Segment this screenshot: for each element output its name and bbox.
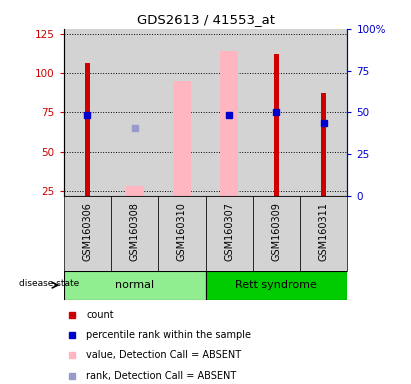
Text: GSM160311: GSM160311 [319,202,329,261]
Text: count: count [86,310,114,320]
FancyBboxPatch shape [206,271,347,300]
Bar [126,186,143,196]
Text: normal: normal [115,280,154,290]
Text: GSM160309: GSM160309 [271,202,282,261]
FancyBboxPatch shape [64,196,111,271]
Bar [64,29,111,196]
Bar [85,63,90,196]
FancyBboxPatch shape [206,196,253,271]
FancyBboxPatch shape [300,196,347,271]
FancyBboxPatch shape [64,271,206,300]
Bar [111,29,158,196]
Bar [158,29,206,196]
Text: percentile rank within the sample: percentile rank within the sample [86,330,252,340]
Text: GSM160306: GSM160306 [82,202,92,261]
Bar [206,29,253,196]
Bar [220,51,238,196]
FancyBboxPatch shape [158,196,206,271]
FancyBboxPatch shape [111,196,158,271]
Bar [253,29,300,196]
Bar [300,29,347,196]
Text: Rett syndrome: Rett syndrome [236,280,317,290]
Text: rank, Detection Call = ABSENT: rank, Detection Call = ABSENT [86,371,237,381]
FancyBboxPatch shape [253,196,300,271]
Text: value, Detection Call = ABSENT: value, Detection Call = ABSENT [86,350,242,360]
Text: GSM160308: GSM160308 [129,202,140,261]
Text: GSM160310: GSM160310 [177,202,187,261]
Title: GDS2613 / 41553_at: GDS2613 / 41553_at [136,13,275,26]
Bar [173,81,191,196]
Text: GSM160307: GSM160307 [224,202,234,261]
Text: disease state: disease state [19,279,79,288]
Bar [274,54,279,196]
Bar [321,93,326,196]
